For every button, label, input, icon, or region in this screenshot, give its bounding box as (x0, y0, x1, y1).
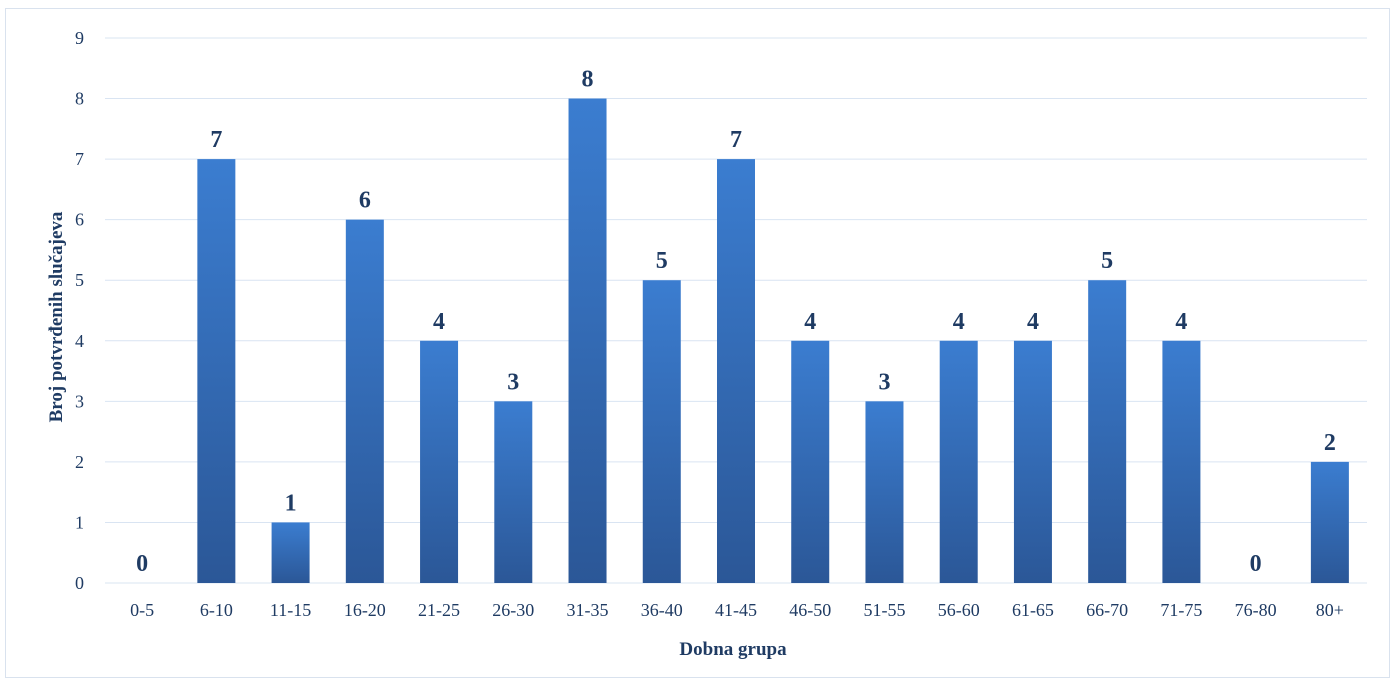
y-tick-label: 6 (75, 210, 84, 230)
y-tick-label: 4 (75, 331, 84, 351)
y-tick-label: 7 (75, 149, 84, 169)
y-axis-ticks: 0 1 2 3 4 5 6 7 8 9 (75, 28, 84, 593)
x-tick-label-6-10: 6-10 (200, 600, 233, 620)
data-label-61-65: 4 (1027, 309, 1039, 335)
bar-26-30 (494, 401, 533, 583)
bar-21-25 (420, 340, 459, 583)
x-tick-label-46-50: 46-50 (789, 600, 831, 620)
y-tick-label: 3 (75, 391, 84, 411)
x-tick-label-41-45: 41-45 (715, 600, 757, 620)
y-tick-label: 0 (75, 573, 84, 593)
y-tick-label: 1 (75, 512, 84, 532)
bar-51-55 (865, 401, 904, 583)
y-tick-label: 8 (75, 89, 84, 109)
data-label-46-50: 4 (804, 309, 816, 335)
bars (197, 98, 1349, 584)
data-label-51-55: 3 (878, 369, 890, 395)
data-label-21-25: 4 (433, 309, 445, 335)
bar-36-40 (642, 280, 681, 583)
x-tick-label-36-40: 36-40 (641, 600, 683, 620)
data-label-41-45: 7 (730, 127, 742, 153)
x-tick-label-80+: 80+ (1316, 600, 1344, 620)
data-label-26-30: 3 (507, 369, 519, 395)
data-label-0-5: 0 (136, 551, 148, 577)
data-labels: 0 7 1 6 4 3 8 5 7 4 3 4 4 5 4 0 2 (136, 67, 1336, 577)
x-tick-label-31-35: 31-35 (567, 600, 609, 620)
x-tick-label-61-65: 61-65 (1012, 600, 1054, 620)
bar-41-45 (717, 159, 755, 583)
bar-66-70 (1088, 280, 1127, 583)
bar-31-35 (568, 98, 607, 584)
gridlines (105, 37, 1367, 584)
y-tick-label: 9 (75, 28, 84, 48)
data-label-16-20: 6 (359, 188, 371, 214)
bar-71-75 (1162, 340, 1201, 583)
bar-11-15 (271, 522, 310, 583)
bar-61-65 (1013, 340, 1052, 583)
bar-16-20 (345, 219, 384, 583)
chart-frame (5, 8, 1390, 678)
data-label-76-80: 0 (1250, 551, 1262, 577)
y-tick-label: 5 (75, 270, 84, 290)
bar-6-10 (197, 159, 236, 583)
x-tick-label-76-80: 76-80 (1235, 600, 1277, 620)
data-label-11-15: 1 (285, 490, 297, 516)
bar-46-50 (791, 340, 830, 583)
data-label-66-70: 5 (1101, 248, 1113, 274)
x-tick-label-26-30: 26-30 (492, 600, 534, 620)
x-tick-label-0-5: 0-5 (130, 600, 154, 620)
x-tick-label-16-20: 16-20 (344, 600, 386, 620)
data-label-6-10: 7 (210, 127, 222, 153)
x-axis-title: Dobna grupa (679, 639, 787, 660)
bar-56-60 (939, 340, 978, 583)
data-label-80+: 2 (1324, 430, 1336, 456)
x-tick-label-51-55: 51-55 (863, 600, 905, 620)
bar-80+ (1310, 461, 1349, 583)
x-tick-label-71-75: 71-75 (1160, 600, 1202, 620)
x-axis-ticks: 0-5 6-10 11-15 16-20 21-25 26-30 31-35 36-40 41-… (130, 600, 1344, 620)
x-tick-label-66-70: 66-70 (1086, 600, 1128, 620)
x-tick-label-21-25: 21-25 (418, 600, 460, 620)
x-tick-label-11-15: 11-15 (270, 600, 311, 620)
data-label-31-35: 8 (582, 67, 594, 93)
y-axis-title: Broj potvrđenih slučajeva (46, 211, 67, 422)
data-label-71-75: 4 (1175, 309, 1187, 335)
data-label-56-60: 4 (953, 309, 965, 335)
y-tick-label: 2 (75, 452, 84, 472)
x-tick-label-56-60: 56-60 (938, 600, 980, 620)
data-label-36-40: 5 (656, 248, 668, 274)
